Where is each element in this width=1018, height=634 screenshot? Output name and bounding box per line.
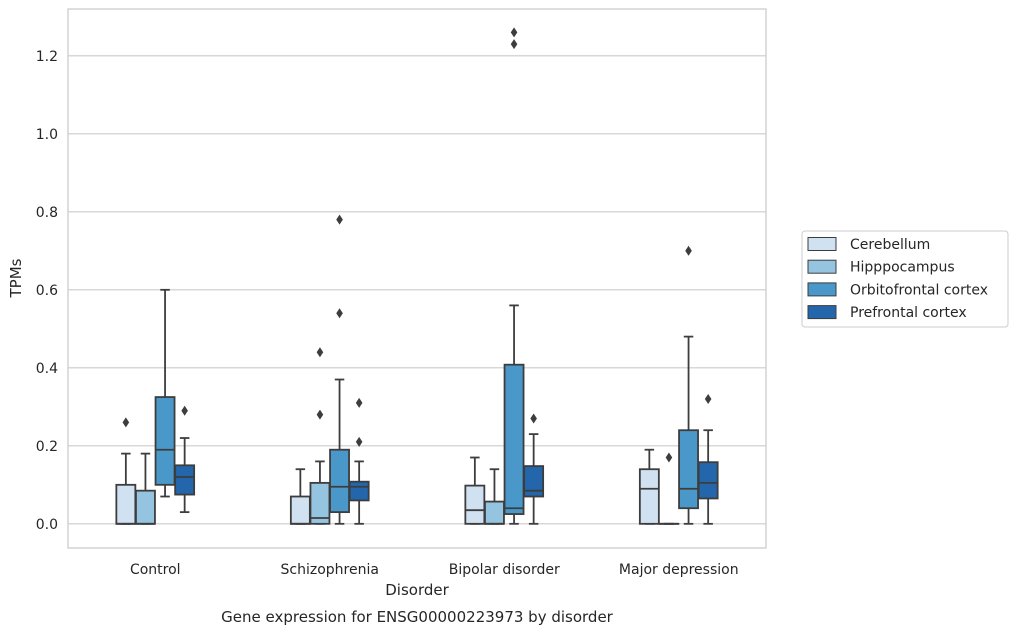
outlier-point — [122, 417, 130, 428]
outlier-point — [316, 347, 324, 358]
outlier-point — [510, 39, 518, 50]
y-tick-label: 1.2 — [36, 49, 58, 65]
outlier-point — [355, 436, 363, 447]
y-axis-ticks: 0.0 0.2 0.4 0.6 0.8 1.0 1.2 — [36, 49, 58, 533]
outlier-point — [685, 245, 692, 256]
chart-caption: Gene expression for ENSG00000223973 by d… — [221, 608, 614, 626]
outlier-point — [181, 405, 188, 416]
x-axis-label: Disorder — [385, 581, 449, 599]
y-tick-label: 0.8 — [36, 205, 58, 221]
y-tick-label: 0.2 — [36, 439, 58, 455]
boxes — [115, 27, 719, 525]
box-iqr — [154, 396, 176, 486]
legend-swatch — [807, 305, 837, 320]
box-hipppocampus — [135, 452, 156, 525]
outlier-point — [510, 27, 518, 38]
legend-label: Orbitofrontal cortex — [850, 282, 988, 298]
box-iqr — [329, 448, 350, 514]
legend-label: Prefrontal cortex — [850, 305, 967, 321]
x-tick-label: Control — [130, 562, 181, 578]
box-orbitofrontal-cortex — [503, 27, 525, 525]
outlier-point — [336, 214, 343, 225]
legend: Cerebellum Hipppocampus Orbitofrontal cort… — [801, 230, 1009, 328]
legend-swatch — [807, 282, 837, 297]
box-iqr — [638, 468, 660, 525]
box-iqr — [135, 489, 156, 525]
box-cerebellum — [464, 456, 486, 525]
outlier-point — [336, 308, 343, 319]
box-hipppocampus — [309, 347, 331, 525]
legend-frame — [801, 230, 1009, 328]
box-hipppocampus — [484, 468, 505, 525]
box-iqr — [523, 465, 545, 498]
y-axis-label: TPMs — [7, 258, 25, 298]
legend-swatch — [807, 237, 837, 251]
outlier-point — [530, 413, 537, 424]
plot-frame — [67, 8, 767, 549]
box-iqr — [697, 461, 719, 500]
box-orbitofrontal-cortex — [329, 214, 350, 525]
x-tick-label: Bipolar disorder — [449, 562, 560, 578]
box-cerebellum — [115, 417, 137, 525]
box-iqr — [174, 464, 196, 496]
box-iqr — [289, 495, 311, 525]
box-iqr — [115, 483, 137, 525]
x-tick-label: Major depression — [619, 562, 739, 578]
box-cerebellum — [638, 448, 660, 525]
box-iqr — [484, 500, 505, 525]
y-tick-label: 0.6 — [36, 283, 58, 299]
outlier-point — [316, 409, 324, 420]
legend-label: Hipppocampus — [850, 260, 955, 276]
box-hipppocampus — [658, 452, 680, 525]
box-iqr — [464, 484, 486, 525]
outlier-point — [704, 394, 712, 405]
legend-swatch — [807, 259, 837, 274]
legend-label: Cerebellum — [850, 237, 930, 253]
x-axis-ticks: Control Schizophrenia Bipolar disorder Majo… — [130, 562, 739, 578]
y-tick-label: 0.4 — [36, 361, 58, 377]
box-iqr — [348, 480, 370, 502]
y-tick-label: 0.0 — [36, 517, 58, 533]
box-prefrontal-cortex — [697, 394, 719, 525]
outlier-point — [355, 397, 363, 408]
box-orbitofrontal-cortex — [154, 288, 176, 498]
box-prefrontal-cortex — [523, 413, 545, 525]
outlier-point — [665, 452, 673, 463]
box-iqr — [503, 363, 525, 515]
y-tick-label: 1.0 — [36, 127, 58, 143]
box-prefrontal-cortex — [174, 405, 196, 514]
box-iqr — [678, 429, 699, 510]
x-tick-label: Schizophrenia — [281, 562, 379, 578]
box-cerebellum — [289, 468, 311, 525]
box-orbitofrontal-cortex — [678, 245, 699, 525]
box-prefrontal-cortex — [348, 397, 370, 525]
